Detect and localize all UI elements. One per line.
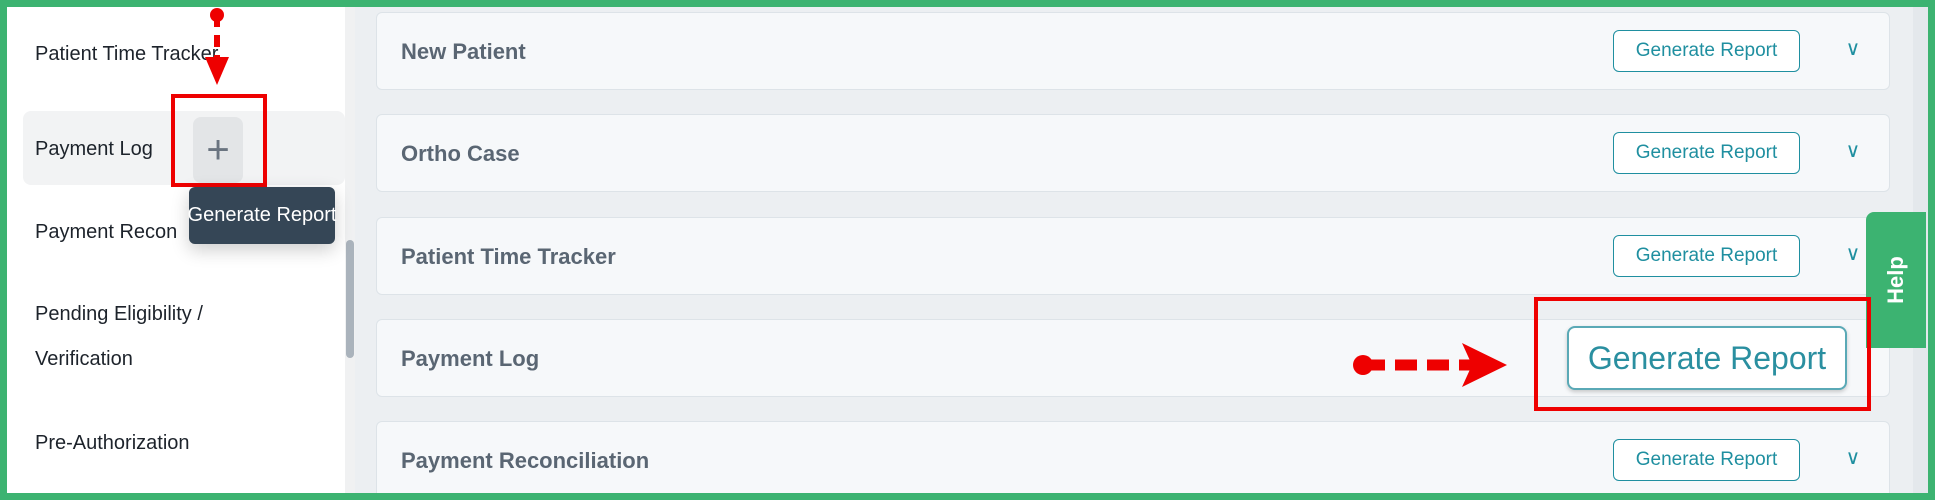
- sidebar-item-pre-authorization[interactable]: Pre-Authorization: [35, 432, 190, 454]
- generate-report-button[interactable]: Generate Report: [1613, 235, 1800, 277]
- report-card-new-patient: New Patient Generate Report ∨: [376, 12, 1890, 90]
- generate-report-button-highlighted[interactable]: Generate Report: [1567, 326, 1847, 390]
- card-title: Payment Reconciliation: [401, 448, 650, 473]
- report-card-payment-reconciliation: Payment Reconciliation Generate Report ∨: [376, 421, 1890, 493]
- sidebar-item-patient-time-tracker[interactable]: Patient Time Tracker: [35, 43, 219, 65]
- sidebar-item-label: Verification: [35, 348, 133, 370]
- chevron-down-icon[interactable]: ∨: [1845, 242, 1861, 265]
- sidebar-item-label: Payment Log: [35, 138, 153, 160]
- card-title: New Patient: [401, 39, 526, 64]
- sidebar-item-payment-log[interactable]: [23, 111, 345, 185]
- annotation-arrow-right-icon: [1353, 343, 1507, 387]
- generate-report-button[interactable]: Generate Report: [1613, 30, 1800, 72]
- generate-report-button[interactable]: Generate Report: [1613, 439, 1800, 481]
- app-frame: Patient Time Tracker Payment Log + Gener…: [7, 7, 1928, 493]
- sidebar-item-pending-eligibility[interactable]: Pending Eligibility /: [35, 303, 203, 325]
- scrollbar-thumb[interactable]: [346, 240, 354, 358]
- card-title: Payment Log: [401, 346, 540, 371]
- generate-report-button[interactable]: Generate Report: [1613, 132, 1800, 174]
- add-report-button[interactable]: +: [193, 117, 243, 183]
- plus-icon: +: [206, 127, 230, 172]
- report-card-ortho-case: Ortho Case Generate Report ∨: [376, 114, 1890, 192]
- card-title: Patient Time Tracker: [401, 244, 616, 269]
- tooltip: Generate Report: [188, 187, 337, 244]
- help-label: Help: [1883, 256, 1908, 304]
- chevron-down-icon[interactable]: ∨: [1845, 139, 1861, 162]
- chevron-down-icon[interactable]: ∨: [1845, 37, 1861, 60]
- sidebar-scrollbar[interactable]: [345, 7, 355, 493]
- chevron-down-icon[interactable]: ∨: [1845, 446, 1861, 469]
- sidebar: Patient Time Tracker Payment Log + Gener…: [7, 7, 345, 493]
- card-title: Ortho Case: [401, 141, 520, 166]
- annotation-arrow-down-icon: [205, 8, 229, 85]
- report-card-patient-time-tracker: Patient Time Tracker Generate Report ∨: [376, 217, 1890, 295]
- help-tab[interactable]: Help: [1866, 212, 1926, 348]
- sidebar-item-payment-reconciliation[interactable]: Payment Recon: [35, 221, 178, 243]
